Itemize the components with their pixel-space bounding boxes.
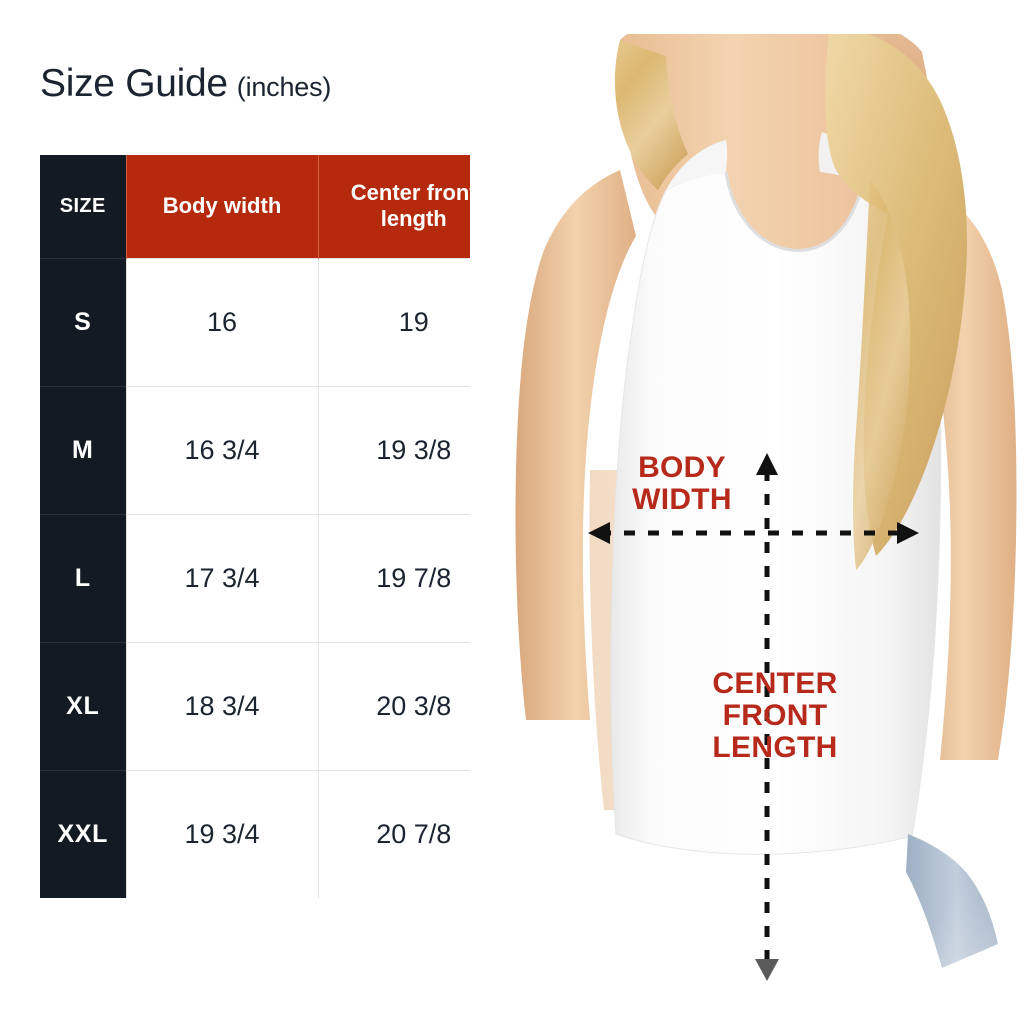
model-illustration [470,0,1024,1024]
table-row: XXL 19 3/4 20 7/8 [40,769,509,898]
cell-body-width: 18 3/4 [125,641,318,770]
size-guide-table: SIZE Body width Center front length S 16… [40,155,509,898]
cell-size: XL [40,641,126,770]
cell-body-width: 19 3/4 [125,769,318,898]
table-row: XL 18 3/4 20 3/8 [40,641,509,770]
cell-body-width: 16 [125,257,318,386]
cell-body-width: 17 3/4 [125,513,318,642]
cell-size: S [40,257,126,386]
column-header-size: SIZE [40,155,126,258]
table-header-row: SIZE Body width Center front length [40,155,509,258]
cell-size: XXL [40,769,126,898]
table-row: S 16 19 [40,257,509,386]
page-title: Size Guide (inches) [40,62,331,106]
cell-size: L [40,513,126,642]
cell-size: M [40,385,126,514]
column-header-body-width: Body width [125,155,318,258]
table-row: M 16 3/4 19 3/8 [40,385,509,514]
model-photo [470,0,1024,1024]
page-title-main: Size Guide [40,62,228,105]
page-title-unit: (inches) [236,72,332,102]
cell-body-width: 16 3/4 [125,385,318,514]
table-row: L 17 3/4 19 7/8 [40,513,509,642]
